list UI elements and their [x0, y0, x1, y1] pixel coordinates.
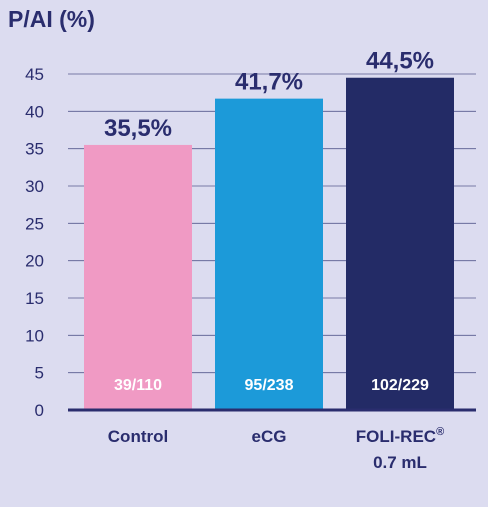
- y-tick-label: 0: [35, 401, 44, 420]
- bar-ratio-label: 39/110: [114, 377, 162, 394]
- chart-title: P/AI (%): [8, 6, 95, 32]
- bar: [84, 144, 192, 410]
- bar-value-label: 44,5%: [366, 48, 434, 75]
- category-label-line2: 0.7 mL: [373, 453, 427, 472]
- bar-ratio-label: 102/229: [371, 377, 429, 394]
- y-axis-ticks: 0 5 10 15 20 25 30 35 40 45: [25, 65, 44, 420]
- y-tick-label: 10: [25, 326, 44, 345]
- y-tick-label: 40: [25, 102, 44, 121]
- bar-value-label: 35,5%: [104, 115, 172, 142]
- bar-value-label: 41,7%: [235, 69, 303, 96]
- bar: [215, 98, 323, 410]
- y-tick-label: 15: [25, 289, 44, 308]
- category-label: Control: [108, 427, 168, 446]
- category-label: FOLI-REC®: [356, 426, 444, 446]
- bars: 35,5% 39/110 41,7% 95/238 44,5% 102/229: [84, 48, 454, 410]
- y-tick-label: 45: [25, 65, 44, 84]
- y-tick-label: 25: [25, 214, 44, 233]
- y-tick-label: 5: [35, 364, 44, 383]
- bar: [346, 77, 454, 410]
- y-tick-label: 20: [25, 252, 44, 271]
- category-labels: Control eCG FOLI-REC® 0.7 mL: [108, 426, 444, 472]
- y-tick-label: 35: [25, 140, 44, 159]
- y-tick-label: 30: [25, 177, 44, 196]
- category-label: eCG: [252, 427, 287, 446]
- bar-ratio-label: 95/238: [245, 377, 294, 394]
